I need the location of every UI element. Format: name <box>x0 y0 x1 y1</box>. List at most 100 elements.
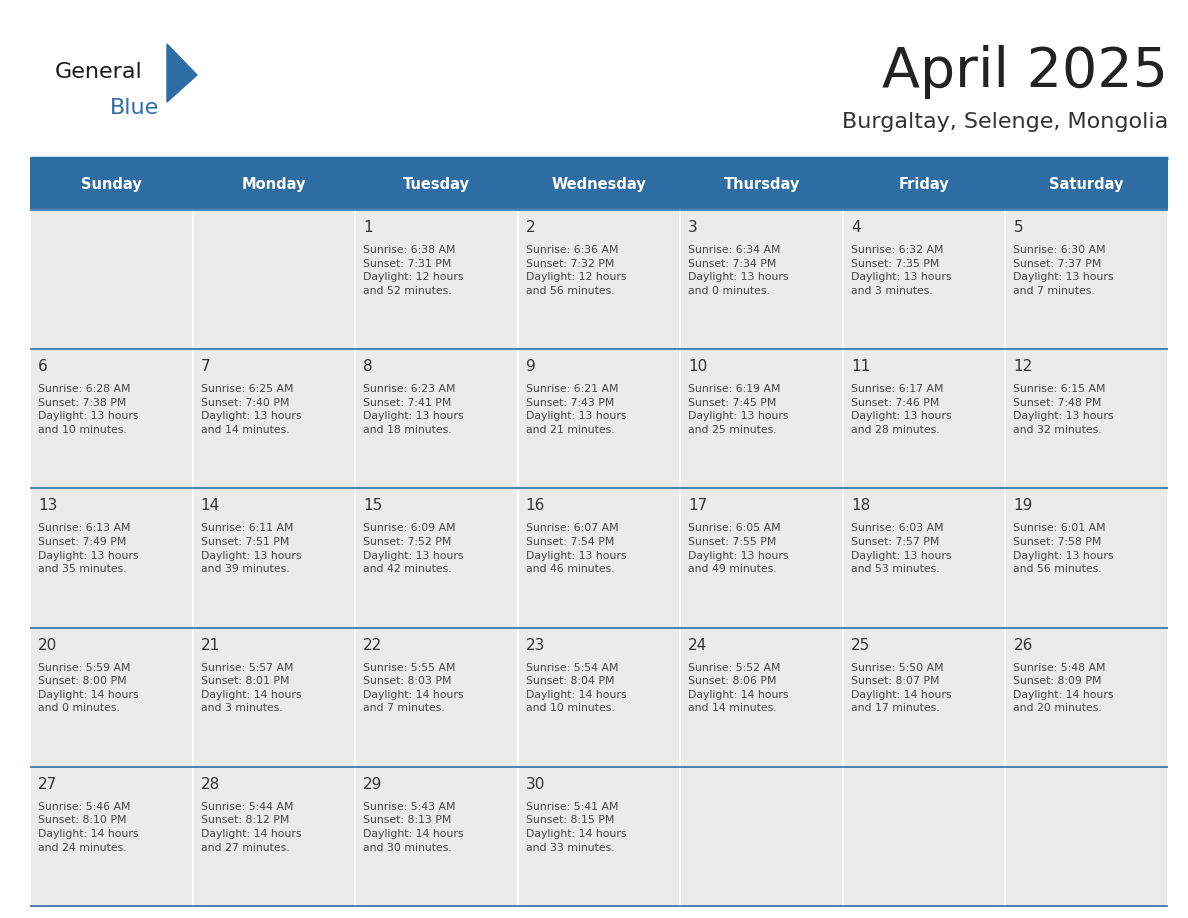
Text: Sunrise: 6:11 AM
Sunset: 7:51 PM
Daylight: 13 hours
and 39 minutes.: Sunrise: 6:11 AM Sunset: 7:51 PM Dayligh… <box>201 523 301 574</box>
Text: Sunrise: 6:36 AM
Sunset: 7:32 PM
Daylight: 12 hours
and 56 minutes.: Sunrise: 6:36 AM Sunset: 7:32 PM Dayligh… <box>526 245 626 296</box>
Text: Sunrise: 5:48 AM
Sunset: 8:09 PM
Daylight: 14 hours
and 20 minutes.: Sunrise: 5:48 AM Sunset: 8:09 PM Dayligh… <box>1013 663 1114 713</box>
Text: 11: 11 <box>851 359 870 375</box>
Bar <box>518 349 681 488</box>
Bar <box>30 349 192 488</box>
Bar <box>842 488 1005 628</box>
Bar <box>1005 488 1168 628</box>
Text: Sunrise: 6:23 AM
Sunset: 7:41 PM
Daylight: 13 hours
and 18 minutes.: Sunrise: 6:23 AM Sunset: 7:41 PM Dayligh… <box>364 385 463 435</box>
Text: Sunrise: 6:30 AM
Sunset: 7:37 PM
Daylight: 13 hours
and 7 minutes.: Sunrise: 6:30 AM Sunset: 7:37 PM Dayligh… <box>1013 245 1114 296</box>
Text: Sunrise: 5:50 AM
Sunset: 8:07 PM
Daylight: 14 hours
and 17 minutes.: Sunrise: 5:50 AM Sunset: 8:07 PM Dayligh… <box>851 663 952 713</box>
Text: Sunrise: 6:28 AM
Sunset: 7:38 PM
Daylight: 13 hours
and 10 minutes.: Sunrise: 6:28 AM Sunset: 7:38 PM Dayligh… <box>38 385 139 435</box>
Text: 15: 15 <box>364 498 383 513</box>
Text: 23: 23 <box>526 638 545 653</box>
Text: Sunrise: 6:03 AM
Sunset: 7:57 PM
Daylight: 13 hours
and 53 minutes.: Sunrise: 6:03 AM Sunset: 7:57 PM Dayligh… <box>851 523 952 574</box>
Bar <box>518 210 681 349</box>
Bar <box>192 488 355 628</box>
Text: Sunrise: 5:52 AM
Sunset: 8:06 PM
Daylight: 14 hours
and 14 minutes.: Sunrise: 5:52 AM Sunset: 8:06 PM Dayligh… <box>688 663 789 713</box>
Text: 10: 10 <box>688 359 708 375</box>
Bar <box>30 767 192 906</box>
Text: 25: 25 <box>851 638 870 653</box>
Bar <box>842 767 1005 906</box>
Text: 2: 2 <box>526 220 536 235</box>
Bar <box>355 349 518 488</box>
Text: 29: 29 <box>364 777 383 792</box>
Text: 18: 18 <box>851 498 870 513</box>
Text: Sunrise: 6:13 AM
Sunset: 7:49 PM
Daylight: 13 hours
and 35 minutes.: Sunrise: 6:13 AM Sunset: 7:49 PM Dayligh… <box>38 523 139 574</box>
Text: 27: 27 <box>38 777 57 792</box>
Bar <box>30 158 192 210</box>
Text: 3: 3 <box>688 220 699 235</box>
Bar <box>355 767 518 906</box>
Bar <box>518 158 681 210</box>
Text: 12: 12 <box>1013 359 1032 375</box>
Bar <box>192 767 355 906</box>
Text: 28: 28 <box>201 777 220 792</box>
Text: Sunrise: 6:09 AM
Sunset: 7:52 PM
Daylight: 13 hours
and 42 minutes.: Sunrise: 6:09 AM Sunset: 7:52 PM Dayligh… <box>364 523 463 574</box>
Text: 16: 16 <box>526 498 545 513</box>
Text: Sunrise: 5:55 AM
Sunset: 8:03 PM
Daylight: 14 hours
and 7 minutes.: Sunrise: 5:55 AM Sunset: 8:03 PM Dayligh… <box>364 663 463 713</box>
Text: Sunrise: 6:01 AM
Sunset: 7:58 PM
Daylight: 13 hours
and 56 minutes.: Sunrise: 6:01 AM Sunset: 7:58 PM Dayligh… <box>1013 523 1114 574</box>
Bar <box>192 210 355 349</box>
Text: 1: 1 <box>364 220 373 235</box>
Text: Sunrise: 6:07 AM
Sunset: 7:54 PM
Daylight: 13 hours
and 46 minutes.: Sunrise: 6:07 AM Sunset: 7:54 PM Dayligh… <box>526 523 626 574</box>
Text: 9: 9 <box>526 359 536 375</box>
Text: Sunrise: 6:17 AM
Sunset: 7:46 PM
Daylight: 13 hours
and 28 minutes.: Sunrise: 6:17 AM Sunset: 7:46 PM Dayligh… <box>851 385 952 435</box>
Bar <box>1005 349 1168 488</box>
Bar <box>842 158 1005 210</box>
Text: Tuesday: Tuesday <box>403 176 470 192</box>
Text: 19: 19 <box>1013 498 1032 513</box>
Bar <box>192 349 355 488</box>
Bar <box>355 488 518 628</box>
Text: Sunrise: 5:43 AM
Sunset: 8:13 PM
Daylight: 14 hours
and 30 minutes.: Sunrise: 5:43 AM Sunset: 8:13 PM Dayligh… <box>364 801 463 853</box>
Text: Thursday: Thursday <box>723 176 800 192</box>
Text: Wednesday: Wednesday <box>551 176 646 192</box>
Text: Sunrise: 6:38 AM
Sunset: 7:31 PM
Daylight: 12 hours
and 52 minutes.: Sunrise: 6:38 AM Sunset: 7:31 PM Dayligh… <box>364 245 463 296</box>
Bar <box>681 767 842 906</box>
Bar <box>355 210 518 349</box>
Text: Friday: Friday <box>899 176 949 192</box>
Text: April 2025: April 2025 <box>881 45 1168 99</box>
Bar <box>518 767 681 906</box>
Text: Sunrise: 6:05 AM
Sunset: 7:55 PM
Daylight: 13 hours
and 49 minutes.: Sunrise: 6:05 AM Sunset: 7:55 PM Dayligh… <box>688 523 789 574</box>
Text: Sunrise: 5:54 AM
Sunset: 8:04 PM
Daylight: 14 hours
and 10 minutes.: Sunrise: 5:54 AM Sunset: 8:04 PM Dayligh… <box>526 663 626 713</box>
Bar <box>518 488 681 628</box>
Bar <box>1005 767 1168 906</box>
Text: Burgaltay, Selenge, Mongolia: Burgaltay, Selenge, Mongolia <box>842 112 1168 132</box>
Bar <box>1005 158 1168 210</box>
Text: Sunrise: 6:25 AM
Sunset: 7:40 PM
Daylight: 13 hours
and 14 minutes.: Sunrise: 6:25 AM Sunset: 7:40 PM Dayligh… <box>201 385 301 435</box>
Text: 26: 26 <box>1013 638 1032 653</box>
Bar <box>30 488 192 628</box>
Text: 8: 8 <box>364 359 373 375</box>
Text: Sunrise: 5:44 AM
Sunset: 8:12 PM
Daylight: 14 hours
and 27 minutes.: Sunrise: 5:44 AM Sunset: 8:12 PM Dayligh… <box>201 801 301 853</box>
Bar <box>681 488 842 628</box>
Text: Sunday: Sunday <box>81 176 141 192</box>
Text: Sunrise: 5:41 AM
Sunset: 8:15 PM
Daylight: 14 hours
and 33 minutes.: Sunrise: 5:41 AM Sunset: 8:15 PM Dayligh… <box>526 801 626 853</box>
Text: General: General <box>55 62 143 82</box>
Bar <box>518 628 681 767</box>
Bar <box>681 210 842 349</box>
Bar <box>681 158 842 210</box>
Bar <box>842 628 1005 767</box>
Bar <box>842 210 1005 349</box>
Text: 6: 6 <box>38 359 48 375</box>
Text: Sunrise: 6:15 AM
Sunset: 7:48 PM
Daylight: 13 hours
and 32 minutes.: Sunrise: 6:15 AM Sunset: 7:48 PM Dayligh… <box>1013 385 1114 435</box>
Text: Sunrise: 6:19 AM
Sunset: 7:45 PM
Daylight: 13 hours
and 25 minutes.: Sunrise: 6:19 AM Sunset: 7:45 PM Dayligh… <box>688 385 789 435</box>
Bar <box>1005 628 1168 767</box>
Text: Monday: Monday <box>241 176 307 192</box>
Bar <box>30 628 192 767</box>
Text: Sunrise: 5:46 AM
Sunset: 8:10 PM
Daylight: 14 hours
and 24 minutes.: Sunrise: 5:46 AM Sunset: 8:10 PM Dayligh… <box>38 801 139 853</box>
Text: 13: 13 <box>38 498 57 513</box>
Text: Saturday: Saturday <box>1049 176 1124 192</box>
Text: 17: 17 <box>688 498 708 513</box>
Text: Sunrise: 6:21 AM
Sunset: 7:43 PM
Daylight: 13 hours
and 21 minutes.: Sunrise: 6:21 AM Sunset: 7:43 PM Dayligh… <box>526 385 626 435</box>
Polygon shape <box>168 44 197 102</box>
Text: Sunrise: 6:34 AM
Sunset: 7:34 PM
Daylight: 13 hours
and 0 minutes.: Sunrise: 6:34 AM Sunset: 7:34 PM Dayligh… <box>688 245 789 296</box>
Text: 14: 14 <box>201 498 220 513</box>
Bar <box>1005 210 1168 349</box>
Bar <box>192 628 355 767</box>
Bar <box>355 158 518 210</box>
Text: 7: 7 <box>201 359 210 375</box>
Text: Sunrise: 5:59 AM
Sunset: 8:00 PM
Daylight: 14 hours
and 0 minutes.: Sunrise: 5:59 AM Sunset: 8:00 PM Dayligh… <box>38 663 139 713</box>
Bar <box>842 349 1005 488</box>
Text: 22: 22 <box>364 638 383 653</box>
